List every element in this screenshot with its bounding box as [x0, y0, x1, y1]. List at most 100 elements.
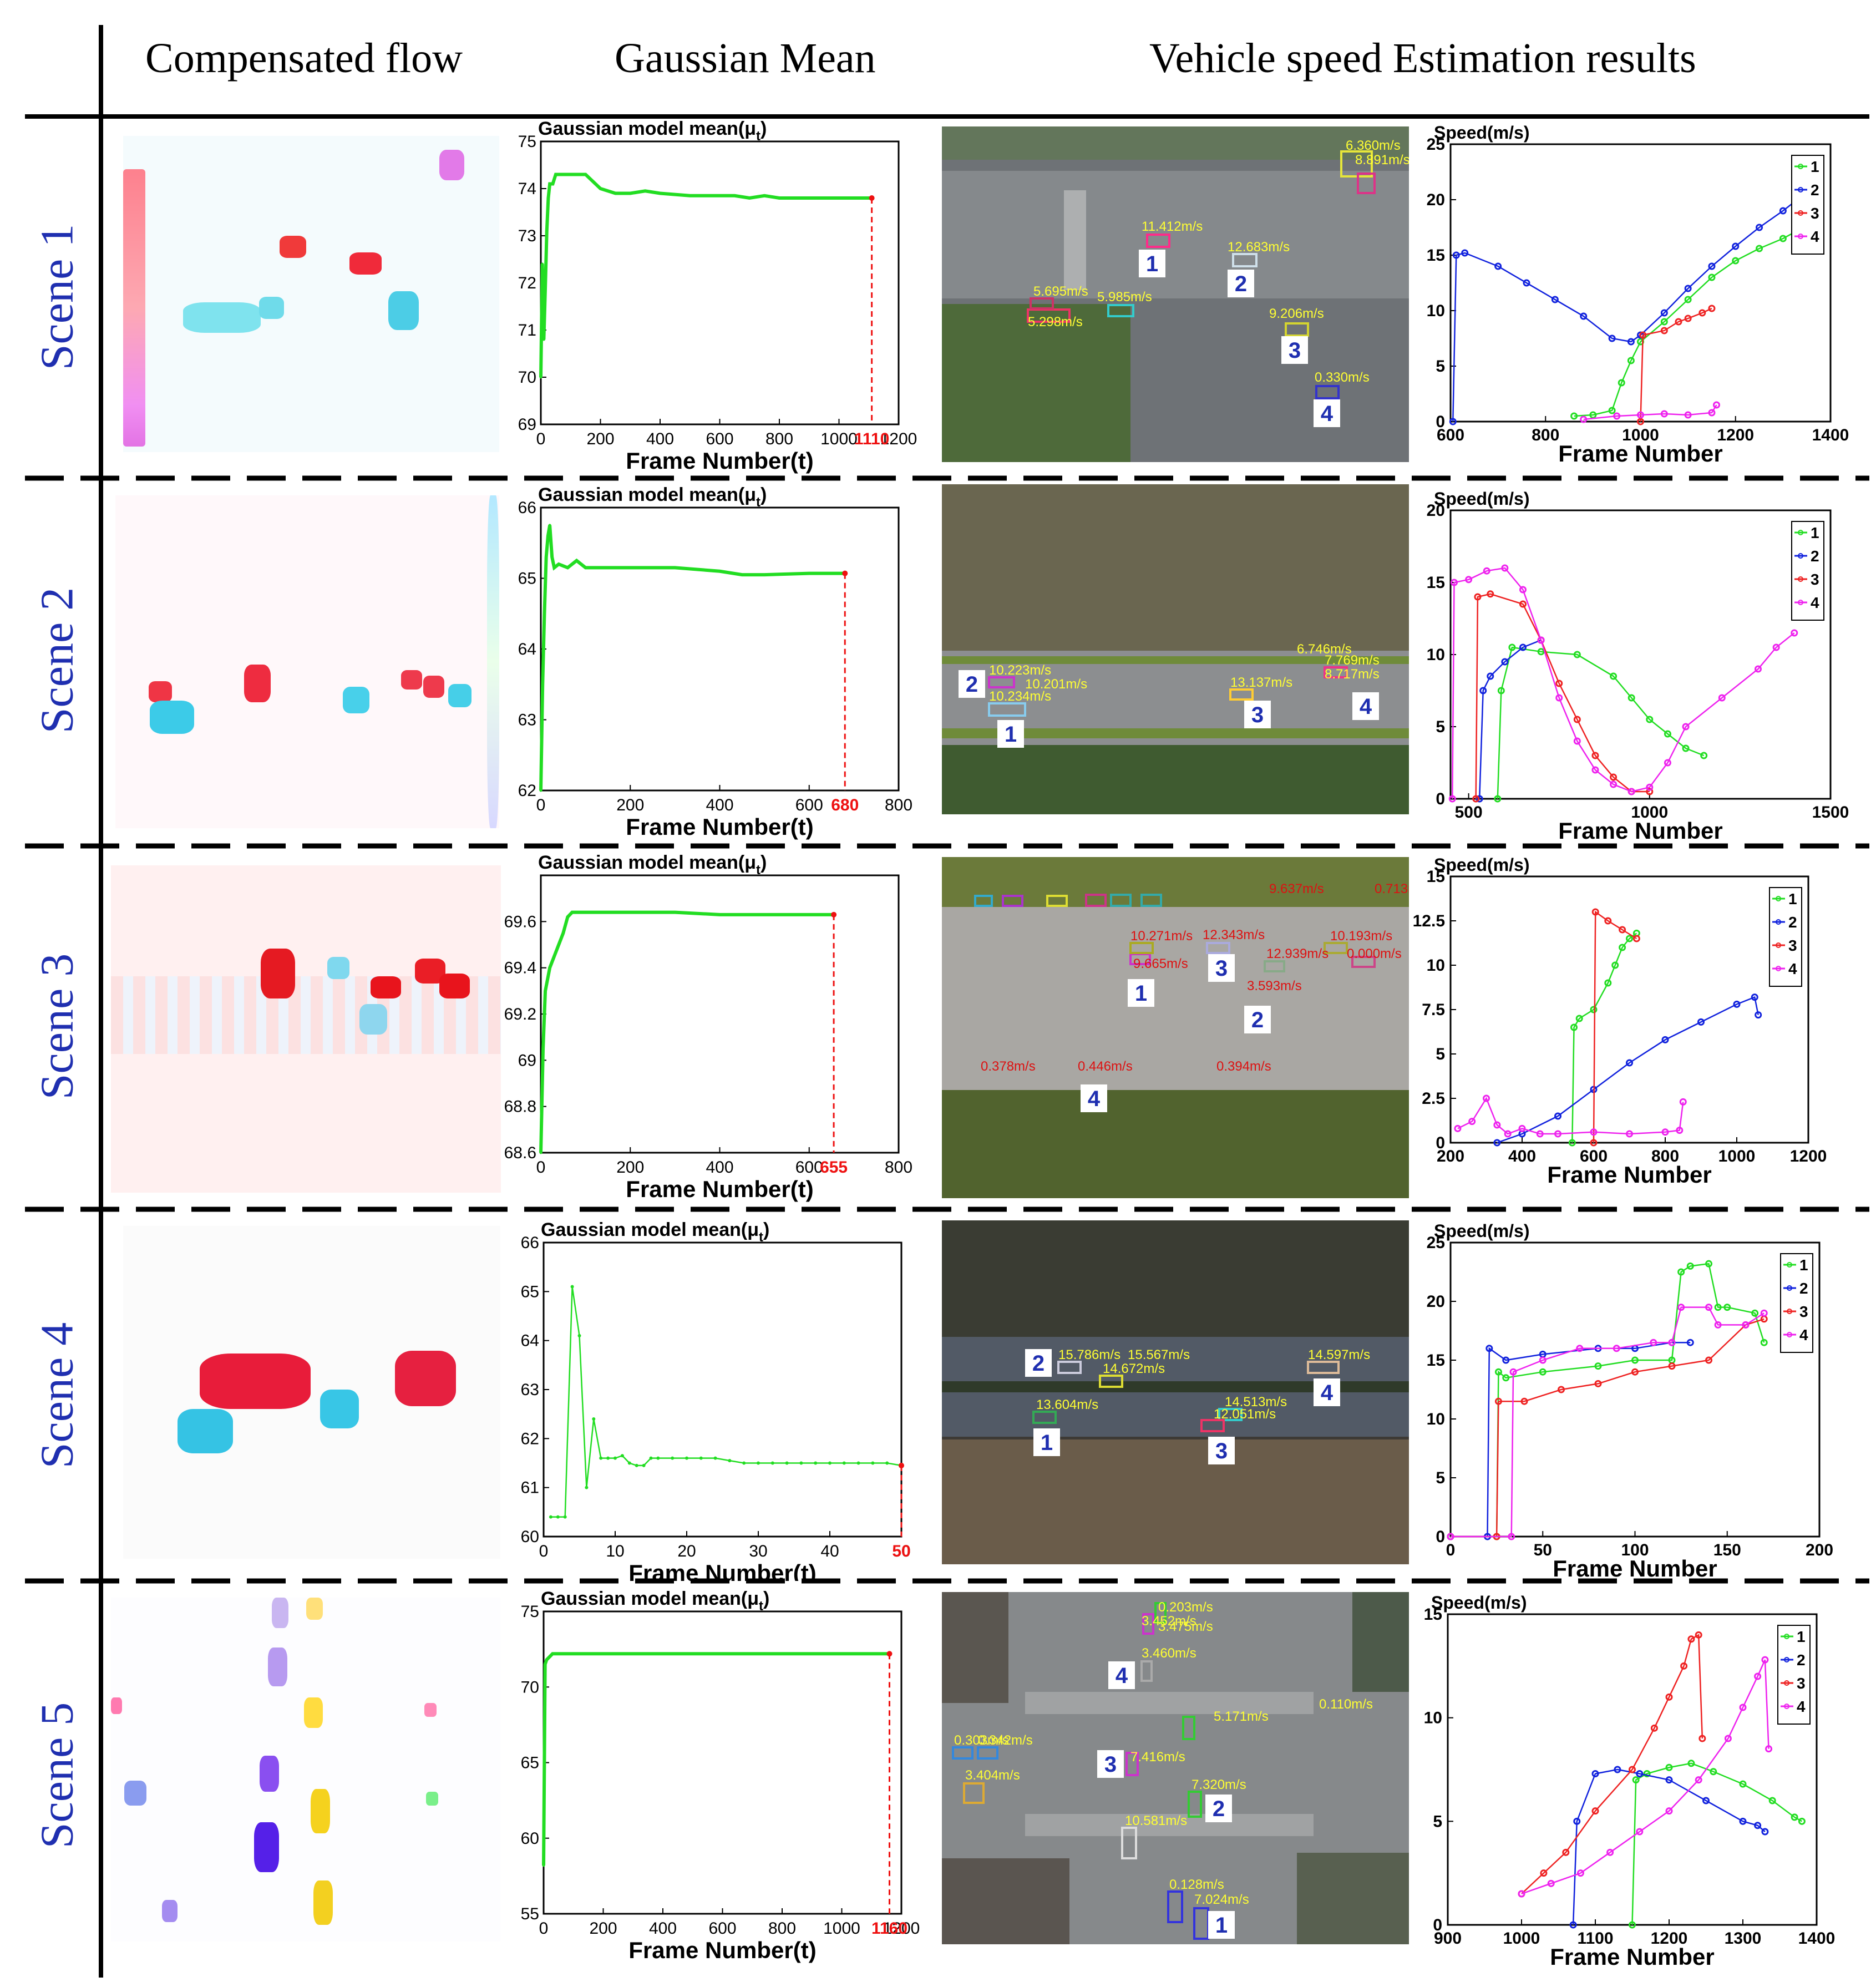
vehicle-box	[1129, 942, 1154, 954]
gauss-mean-point	[661, 1652, 665, 1655]
speed-y-axis-label: Speed(m/s)	[1434, 855, 1529, 875]
speed-series-1-point	[1756, 245, 1763, 252]
speed-series-3-line	[1475, 593, 1650, 799]
speed-x-tick-label: 600	[1580, 1147, 1608, 1165]
speed-series-1-point	[1739, 1780, 1747, 1788]
speed-series-2-point	[1493, 1139, 1501, 1147]
speed-x-tick-label: 0	[1446, 1541, 1456, 1559]
gauss-mean-point	[546, 534, 550, 538]
speed-series-4-point	[1708, 409, 1716, 417]
vehicle-number: 4	[1321, 402, 1334, 426]
speed-legend-label: 4	[1811, 594, 1819, 611]
speed-series-4-point	[1665, 1807, 1673, 1815]
gauss-title-end: )	[760, 118, 767, 139]
gauss-chart-title: Gaussian model mean(μt)	[538, 852, 767, 878]
speed-y-tick-label: 15	[1424, 1605, 1442, 1624]
gauss-mean-point	[856, 1461, 860, 1465]
speed-legend-marker	[1776, 942, 1781, 948]
speed-series-3-point	[1639, 331, 1647, 339]
speed-plot-frame	[1449, 509, 1832, 800]
speed-legend-label: 4	[1797, 1698, 1806, 1715]
speed-label: 10.271m/s	[1130, 929, 1193, 944]
speed-series-4-point	[1447, 1533, 1454, 1540]
gauss-end-marker-point	[831, 911, 837, 918]
speed-label: 3.475m/s	[1158, 1619, 1213, 1634]
speed-series-1-point	[1604, 979, 1612, 987]
speed-series-4-point	[1765, 1745, 1773, 1753]
speed-series-4-point	[1660, 410, 1668, 418]
gauss-y-tick-label: 60	[521, 1528, 539, 1546]
speed-series-4-line	[1451, 1306, 1765, 1538]
speed-legend-marker	[1776, 896, 1781, 901]
vehicle-number: 3	[1215, 1439, 1228, 1463]
aerial-scene-1: 11.412m/s 12.683m/s 9.206m/s 0.330m/s 5.…	[942, 126, 1409, 462]
gauss-mean-point	[539, 1151, 542, 1154]
speed-legend-marker	[1798, 164, 1803, 169]
vehicle-box	[1285, 322, 1309, 337]
gauss-x-tick-label: 600	[706, 430, 733, 448]
gauss-mean-line	[539, 525, 845, 791]
speed-series-4-point	[1508, 1533, 1515, 1540]
vehicle-box	[1324, 666, 1348, 678]
gauss-title-subscript: t	[756, 129, 760, 144]
speed-series-3-point	[1591, 1807, 1599, 1815]
speed-x-tick-label: 500	[1455, 803, 1483, 822]
vehicle-number-box	[1314, 399, 1340, 427]
flow-blob	[272, 1598, 288, 1628]
gauss-mean-point	[728, 1459, 732, 1463]
speed-legend-label: 1	[1811, 524, 1819, 541]
speed-series-2-point	[1591, 1770, 1599, 1777]
gauss-mean-point	[584, 911, 587, 914]
aerial-scene-4: 15.786m/s 15.567m/s 14.672m/s 13.604m/s …	[942, 1220, 1409, 1564]
gauss-y-tick-label: 61	[521, 1479, 539, 1497]
gauss-mean-point	[572, 1652, 575, 1655]
vehicle-number: 3	[1251, 703, 1264, 727]
gauss-x-tick-label: 800	[885, 1158, 912, 1177]
speed-series-4-point	[1518, 1124, 1526, 1132]
speed-legend-label: 2	[1788, 914, 1797, 931]
gauss-x-tick-label: 1200	[883, 1919, 920, 1938]
speed-y-axis-label: Speed(m/s)	[1434, 489, 1529, 509]
speed-series-1-point	[1660, 318, 1668, 326]
speed-series-4-point	[1637, 411, 1644, 419]
speed-label: 12.343m/s	[1203, 927, 1265, 942]
scene-label-5-text: Scene 5	[31, 1702, 83, 1848]
speed-legend-marker	[1798, 234, 1803, 239]
speed-series-2-point	[1626, 1059, 1633, 1067]
speed-series-4-point	[1695, 1776, 1702, 1784]
speed-series-2-point	[1702, 1797, 1710, 1804]
vehicle-box	[963, 1782, 985, 1804]
gauss-mean-point	[563, 173, 566, 176]
speed-legend-box	[1791, 155, 1824, 255]
gauss-end-marker-point	[886, 1651, 893, 1657]
speed-legend-marker	[1798, 187, 1803, 192]
flow-blob	[254, 1822, 279, 1872]
speed-chart-scene-4: Speed(m/s) 0 50 100 150 200 0 5 10 15 20 25 Frame Nu…	[1427, 1221, 1833, 1581]
gauss-mean-point	[778, 196, 781, 200]
crosswalk	[1025, 1692, 1314, 1714]
vehicle-box	[1264, 960, 1285, 972]
gauss-mean-point	[544, 286, 547, 289]
speed-legend-label: 1	[1799, 1256, 1808, 1274]
speed-series-1-point	[1575, 1015, 1583, 1022]
speed-series-2-point	[1461, 249, 1469, 257]
aerial-scene-2-drawing: 10.223m/s 10.234m/s 10.201m/s 13.137m/s …	[942, 484, 1409, 814]
gauss-y-tick-label: 55	[521, 1905, 539, 1923]
gauss-mean-point	[575, 559, 578, 562]
speed-series-2-point	[1779, 207, 1787, 215]
vehicle-box	[1324, 942, 1348, 954]
gauss-mean-point	[557, 943, 560, 946]
scene-label-4: Scene 4	[27, 1240, 88, 1550]
gauss-y-tick-label: 64	[518, 640, 536, 658]
speed-x-tick-label: 1000	[1718, 1147, 1756, 1165]
gauss-x-axis-label: Frame Number(t)	[626, 814, 813, 840]
speed-label: 10.201m/s	[1025, 677, 1087, 692]
vehicle-box	[1085, 894, 1107, 907]
speed-y-tick-label: 20	[1427, 1292, 1445, 1311]
gauss-y-tick-label: 74	[518, 180, 536, 198]
speed-label: 5.298m/s	[1028, 315, 1083, 330]
grass-area	[942, 745, 1409, 814]
gauss-end-marker-point	[869, 195, 875, 201]
vehicle-number-box	[1228, 270, 1254, 297]
vehicle-box	[1340, 150, 1373, 178]
